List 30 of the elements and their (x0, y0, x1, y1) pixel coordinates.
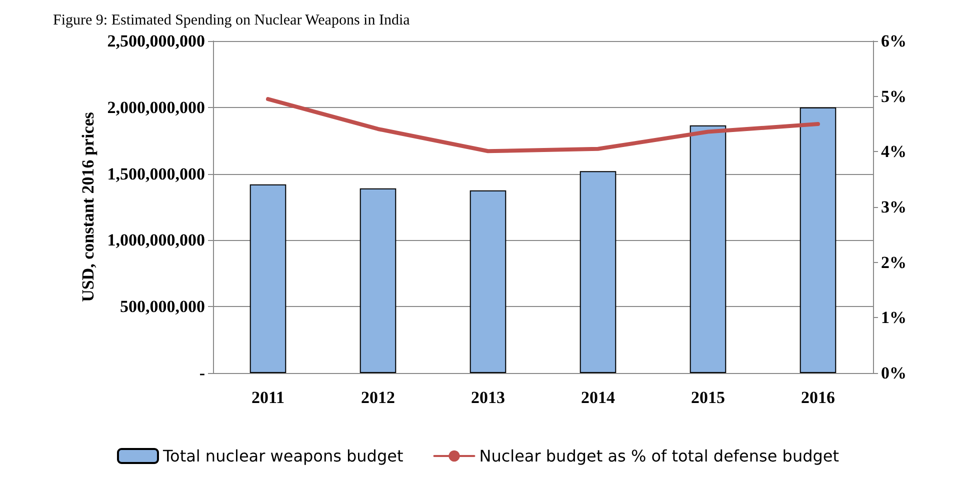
y-tick-label: 500,000,000 (120, 297, 205, 316)
y2-tick-label: 1% (881, 308, 906, 328)
bar (470, 190, 506, 373)
y-tick-label: 2,500,000,000 (107, 32, 205, 50)
y2-tick-label: 2% (881, 252, 906, 272)
y-axis-title: USD, constant 2016 prices (78, 112, 98, 302)
bar (360, 188, 396, 373)
x-tick-label: 2013 (471, 388, 505, 407)
y2-tick-label: 3% (881, 198, 906, 216)
y2-tick-label: 4% (881, 142, 906, 162)
y-tick-label: 1,000,000,000 (107, 230, 205, 250)
bar (250, 184, 286, 373)
y2-tick-label: 0% (881, 364, 906, 382)
chart-title: Figure 9: Estimated Spending on Nuclear Weapons in India (53, 12, 410, 28)
y2-tick-label: 5% (881, 86, 906, 106)
y2-tick-label: 6% (881, 32, 906, 50)
x-tick-label: 2014 (581, 388, 616, 407)
x-tick-label: 2011 (251, 388, 285, 407)
line-series (266, 97, 820, 154)
bar (800, 107, 836, 373)
bar (580, 171, 616, 373)
legend-label: Total nuclear weapons budget (162, 446, 404, 466)
y-tick-label: - (199, 364, 206, 382)
y-tick-label: 2,000,000,000 (107, 98, 205, 117)
legend-label: Nuclear budget as % of total defense budget (479, 446, 840, 466)
x-tick-label: 2016 (801, 388, 835, 407)
y-tick-label: 1,500,000,000 (107, 164, 205, 184)
bar (690, 125, 726, 373)
x-tick-label: 2012 (361, 388, 395, 407)
x-tick-label: 2015 (691, 388, 725, 407)
